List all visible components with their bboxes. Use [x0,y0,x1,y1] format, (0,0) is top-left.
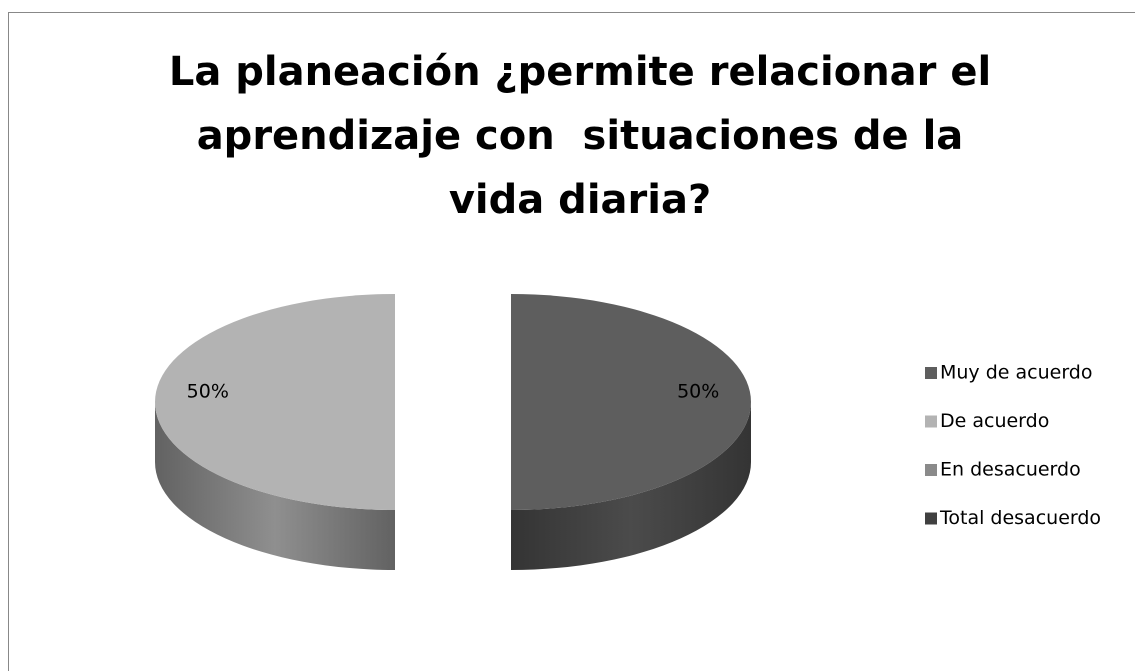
legend-label: De acuerdo [940,410,1049,432]
legend-swatch [925,464,937,476]
legend-swatch [925,367,937,379]
chart-frame [8,12,1135,671]
slice-side [511,402,751,570]
pie-slice [511,294,751,510]
pie-slice [155,294,395,510]
legend-swatch [925,512,937,525]
legend-label: Total desacuerdo [939,507,1101,529]
legend-label: Muy de acuerdo [940,362,1093,384]
legend-label: En desacuerdo [940,459,1081,481]
slice-side [155,402,395,570]
data-label: 50% [677,381,719,403]
chart-title: La planeación ¿permite relacionar el apr… [168,49,1006,223]
legend-swatch [925,415,937,428]
data-label: 50% [187,381,229,403]
